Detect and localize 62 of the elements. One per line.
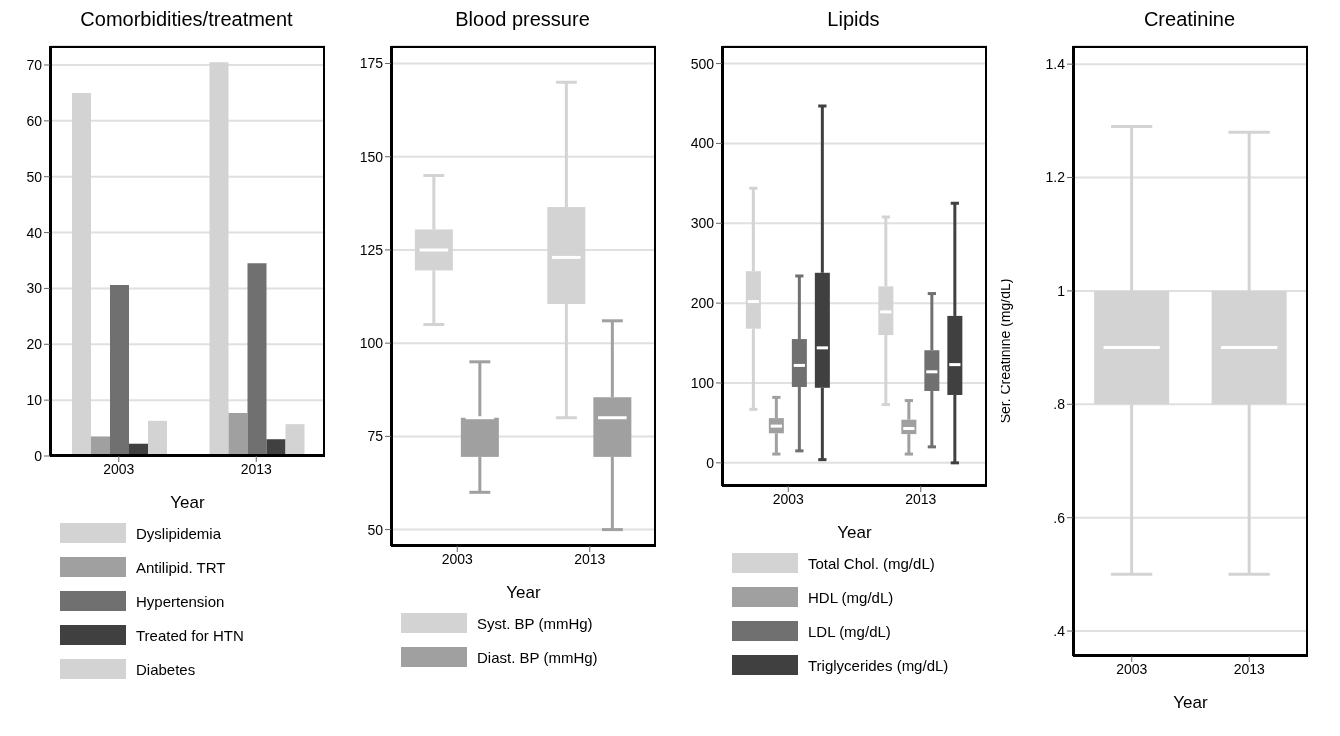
y-tick-label: 400 — [690, 135, 715, 152]
y-tick-label: 70 — [26, 56, 43, 73]
y-tick-label: 20 — [26, 336, 43, 353]
y-tick-label: 1 — [1057, 282, 1066, 299]
x-tick-label: 2013 — [1233, 660, 1266, 677]
chart-title: Comorbidities/treatment — [79, 8, 294, 32]
x-tick-label: 2003 — [772, 490, 805, 507]
bar — [148, 420, 167, 456]
bar — [228, 412, 248, 456]
legend-label: Total Chol. (mg/dL) — [808, 554, 935, 572]
y-tick-label: 500 — [690, 55, 715, 72]
y-tick-label: 30 — [26, 280, 43, 297]
legend-label: Syst. BP (mmHg) — [477, 614, 593, 632]
y-tick-label: 175 — [359, 55, 384, 72]
legend-label: Dyslipidemia — [136, 524, 222, 542]
legend-label: Treated for HTN — [136, 626, 244, 644]
legend-label: Hypertension — [136, 592, 225, 610]
y-tick-label: 75 — [367, 428, 384, 445]
legend-label: Diabetes — [136, 660, 196, 678]
legend-label: HDL (mg/dL) — [808, 588, 894, 606]
chart-title: Creatinine — [1142, 8, 1237, 32]
y-tick-label: 300 — [690, 215, 715, 232]
y-tick-label: 0 — [706, 454, 715, 471]
y-tick-label: .8 — [1053, 396, 1066, 413]
bar — [247, 263, 267, 456]
chart-title: Blood pressure — [454, 8, 591, 32]
y-tick-label: 40 — [26, 224, 43, 241]
y-tick-label: 10 — [26, 392, 43, 409]
x-tick-label: 2013 — [240, 460, 273, 477]
bar — [266, 439, 286, 456]
y-tick-label: 1.2 — [1045, 169, 1066, 186]
chart-title: Lipids — [826, 8, 881, 32]
y-tick-label: 50 — [26, 168, 43, 185]
x-tick-label: 2013 — [574, 550, 606, 567]
x-axis-title: Year — [837, 523, 873, 542]
x-axis-title: Year — [170, 493, 206, 512]
bar — [72, 92, 91, 456]
y-tick-label: 125 — [359, 241, 384, 258]
y-tick-label: 0 — [34, 447, 43, 464]
y-tick-label: 1.4 — [1045, 56, 1066, 73]
x-tick-label: 2003 — [103, 460, 135, 477]
bar — [285, 424, 305, 456]
legend-label: LDL (mg/dL) — [808, 622, 891, 640]
x-tick-label: 2003 — [1116, 660, 1148, 677]
y-tick-label: .4 — [1053, 623, 1066, 640]
y-tick-label: 150 — [359, 148, 384, 165]
y-tick-label: 60 — [26, 112, 43, 129]
legend-label: Triglycerides (mg/dL) — [808, 656, 949, 674]
bar — [209, 62, 229, 456]
x-tick-label: 2003 — [441, 550, 474, 567]
legend-label: Diast. BP (mmHg) — [477, 648, 598, 666]
legend-label: Antilipid. TRT — [136, 558, 226, 576]
bar — [91, 436, 110, 456]
x-axis-title: Year — [506, 583, 542, 602]
y-tick-label: 100 — [690, 374, 715, 391]
y-tick-label: 50 — [367, 521, 384, 538]
x-axis-title: Year — [1173, 693, 1209, 712]
y-tick-label: .6 — [1053, 509, 1066, 526]
y-tick-label: 200 — [690, 295, 715, 312]
bar — [110, 285, 129, 456]
y-tick-label: 100 — [359, 335, 384, 352]
x-tick-label: 2013 — [905, 490, 937, 507]
